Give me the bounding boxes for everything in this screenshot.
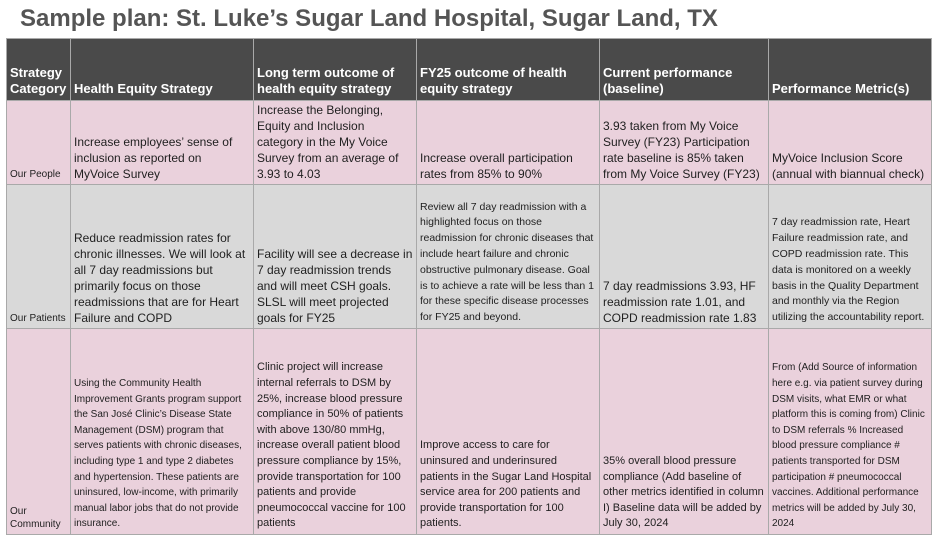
row-strategy: Reduce readmission rates for chronic ill… bbox=[70, 184, 254, 329]
row-baseline: 35% overall blood pressure compliance (A… bbox=[599, 328, 769, 535]
row-baseline: 7 day readmissions 3.93, HF readmission … bbox=[599, 184, 769, 329]
row-fy25-outcome: Review all 7 day readmission with a high… bbox=[416, 184, 600, 329]
health-equity-plan-table: Strategy Category Health Equity Strategy… bbox=[6, 38, 932, 535]
table-header-row: Strategy Category Health Equity Strategy… bbox=[6, 38, 932, 101]
row-category: Our Patients bbox=[6, 184, 71, 329]
header-health-equity-strategy: Health Equity Strategy bbox=[70, 38, 254, 101]
header-performance-metrics: Performance Metric(s) bbox=[768, 38, 932, 101]
header-fy25-outcome: FY25 outcome of health equity strategy bbox=[416, 38, 600, 101]
page-title: Sample plan: St. Luke’s Sugar Land Hospi… bbox=[20, 5, 718, 32]
row-fy25-outcome: Increase overall participation rates fro… bbox=[416, 100, 600, 185]
row-long-term-outcome: Facility will see a decrease in 7 day re… bbox=[253, 184, 417, 329]
row-baseline: 3.93 taken from My Voice Survey (FY23) P… bbox=[599, 100, 769, 185]
row-metric: From (Add Source of information here e.g… bbox=[768, 328, 932, 535]
table-row: Our People Increase employees’ sense of … bbox=[6, 100, 932, 185]
table-row: Our Patients Reduce readmission rates fo… bbox=[6, 184, 932, 329]
row-strategy: Using the Community Health Improvement G… bbox=[70, 328, 254, 535]
row-strategy: Increase employees’ sense of inclusion a… bbox=[70, 100, 254, 185]
header-strategy-category: Strategy Category bbox=[6, 38, 71, 101]
row-long-term-outcome: Increase the Belonging, Equity and Inclu… bbox=[253, 100, 417, 185]
row-metric: 7 day readmission rate, Heart Failure re… bbox=[768, 184, 932, 329]
header-current-performance: Current performance (baseline) bbox=[599, 38, 769, 101]
table-row: Our Community Using the Community Health… bbox=[6, 328, 932, 535]
row-category: Our Community bbox=[6, 328, 71, 535]
row-fy25-outcome: Improve access to care for uninsured and… bbox=[416, 328, 600, 535]
row-category: Our People bbox=[6, 100, 71, 185]
header-long-term-outcome: Long term outcome of health equity strat… bbox=[253, 38, 417, 101]
row-long-term-outcome: Clinic project will increase internal re… bbox=[253, 328, 417, 535]
row-metric: MyVoice Inclusion Score (annual with bia… bbox=[768, 100, 932, 185]
